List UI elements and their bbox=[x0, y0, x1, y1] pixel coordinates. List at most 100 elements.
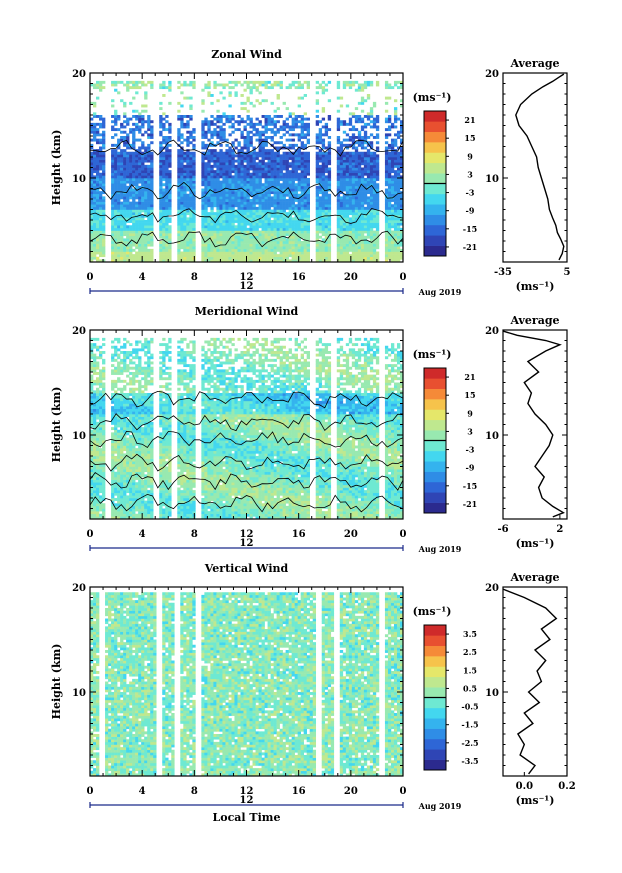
profile-x-tick-label: 5 bbox=[564, 267, 571, 278]
colorbar-swatch bbox=[424, 625, 446, 636]
x-tick-label: 4 bbox=[139, 529, 146, 540]
x-axis-label: Local Time bbox=[213, 811, 281, 824]
colorbar-swatch bbox=[424, 738, 446, 750]
profile-x-tick-label: -6 bbox=[497, 524, 508, 535]
profile-frame bbox=[502, 329, 568, 520]
x-tick-label: 20 bbox=[344, 786, 358, 797]
profile-title: Average bbox=[509, 314, 559, 327]
colorbar-swatch bbox=[424, 502, 446, 514]
contour-line bbox=[89, 230, 404, 248]
colorbar-swatch bbox=[424, 204, 446, 215]
profile-x-tick-label: 2 bbox=[556, 524, 563, 535]
colorbar-unit: (ms⁻¹) bbox=[413, 605, 452, 618]
colorbar-swatch bbox=[424, 687, 446, 698]
colorbar-swatch bbox=[424, 193, 446, 205]
profile-title: Average bbox=[509, 57, 559, 70]
x-tick-label: 0 bbox=[400, 786, 407, 797]
colorbar-swatch bbox=[424, 399, 446, 410]
colorbar: 21 15 9 3 -3 -9 -15 -21 bbox=[423, 367, 477, 514]
x-tick-label: 12 bbox=[240, 786, 254, 797]
x-tick-label: 0 bbox=[87, 272, 94, 283]
profile-x-tick-label: 0.2 bbox=[558, 781, 575, 792]
colorbar-swatch bbox=[424, 173, 446, 184]
colorbar-tick-label: -3 bbox=[466, 188, 475, 198]
y-axis-label: Height (km) bbox=[50, 130, 63, 206]
profile-y-tick-label: 20 bbox=[485, 583, 499, 594]
y-tick-label: 10 bbox=[72, 174, 86, 185]
colorbar-swatch bbox=[424, 645, 446, 657]
colorbar-swatch bbox=[424, 635, 446, 647]
profile-line bbox=[515, 73, 565, 261]
y-tick-label: 20 bbox=[72, 326, 86, 337]
profile-frame bbox=[502, 586, 568, 777]
contour-line bbox=[89, 472, 404, 491]
profile-x-label: (ms⁻¹) bbox=[516, 794, 555, 807]
contour-lines bbox=[89, 139, 404, 248]
colorbar-tick-label: -1.5 bbox=[461, 720, 478, 730]
y-tick-label: 20 bbox=[72, 69, 86, 80]
colorbar-tick-label: 9 bbox=[467, 408, 473, 418]
colorbar-swatch bbox=[424, 676, 446, 688]
colorbar-tick-label: 0.5 bbox=[463, 683, 477, 693]
x-tick-label: 16 bbox=[292, 272, 306, 283]
colorbar: 3.5 2.5 1.5 0.5 -0.5 -1.5 -2.5 -3.5 bbox=[423, 624, 479, 771]
colorbar-tick-label: -9 bbox=[466, 206, 475, 216]
colorbar-swatch bbox=[424, 388, 446, 400]
x-tick-label: 4 bbox=[139, 272, 146, 283]
colorbar-swatch bbox=[424, 214, 446, 226]
profile-x-tick-label: 0.0 bbox=[516, 781, 533, 792]
y-tick-label: 20 bbox=[72, 583, 86, 594]
x-tick-label: 8 bbox=[191, 272, 198, 283]
colorbar-tick-label: -15 bbox=[463, 224, 477, 234]
profile-x-label: (ms⁻¹) bbox=[516, 537, 555, 550]
colorbar-swatch bbox=[424, 419, 446, 431]
x-tick-label: 16 bbox=[292, 529, 306, 540]
contour-line bbox=[89, 181, 404, 200]
profile-line bbox=[502, 330, 565, 518]
colorbar-tick-label: 1.5 bbox=[463, 665, 477, 675]
heatmap-cells bbox=[90, 337, 404, 520]
colorbar-swatch bbox=[424, 430, 446, 441]
colorbar-swatch bbox=[424, 697, 446, 709]
panel-title: Meridional Wind bbox=[195, 305, 299, 318]
colorbar-tick-label: -21 bbox=[463, 242, 477, 252]
colorbar-swatch bbox=[424, 471, 446, 483]
panel-2: Meridional Wind 20 10 Height (km) 0 4 8 12 16 20 0… bbox=[50, 305, 568, 554]
colorbar-swatch bbox=[424, 224, 446, 236]
colorbar-swatch bbox=[424, 131, 446, 143]
colorbar-tick-label: -2.5 bbox=[461, 738, 478, 748]
y-tick-label: 10 bbox=[72, 688, 86, 699]
colorbar-tick-label: -3 bbox=[466, 445, 475, 455]
profile-y-tick-label: 10 bbox=[485, 688, 499, 699]
colorbar-swatch bbox=[424, 749, 446, 760]
colorbar-swatch bbox=[424, 409, 446, 421]
x-tick-label: 0 bbox=[87, 529, 94, 540]
colorbar-swatch bbox=[424, 111, 446, 122]
colorbar-swatch bbox=[424, 378, 446, 390]
colorbar-tick-label: -21 bbox=[463, 499, 477, 509]
x-tick-label: 0 bbox=[87, 786, 94, 797]
x-tick-label: 8 bbox=[191, 529, 198, 540]
x-tick-label: 0 bbox=[400, 272, 407, 283]
panel-title: Vertical Wind bbox=[204, 562, 289, 575]
y-axis-label: Height (km) bbox=[50, 387, 63, 463]
colorbar-swatch bbox=[424, 718, 446, 729]
colorbar-swatch bbox=[424, 152, 446, 164]
heatmap-cells bbox=[90, 80, 404, 263]
date-label: Aug 2019 bbox=[418, 801, 462, 811]
contour-line bbox=[89, 453, 404, 472]
colorbar-tick-label: 3 bbox=[467, 169, 473, 179]
colorbar-tick-label: 21 bbox=[464, 372, 475, 382]
colorbar-swatch bbox=[424, 656, 446, 667]
date-mark: 12 bbox=[240, 538, 254, 549]
y-tick-label: 10 bbox=[72, 431, 86, 442]
colorbar-unit: (ms⁻¹) bbox=[413, 348, 452, 361]
colorbar-swatch bbox=[424, 235, 446, 246]
panel-1: Zonal Wind 20 10 Height (km) 0 4 8 12 16 20 0 12 Aug… bbox=[50, 48, 571, 297]
colorbar-swatch bbox=[424, 481, 446, 493]
profile-x-label: (ms⁻¹) bbox=[516, 280, 555, 293]
date-label: Aug 2019 bbox=[418, 544, 462, 554]
colorbar-tick-label: -15 bbox=[463, 481, 477, 491]
x-tick-label: 20 bbox=[344, 529, 358, 540]
